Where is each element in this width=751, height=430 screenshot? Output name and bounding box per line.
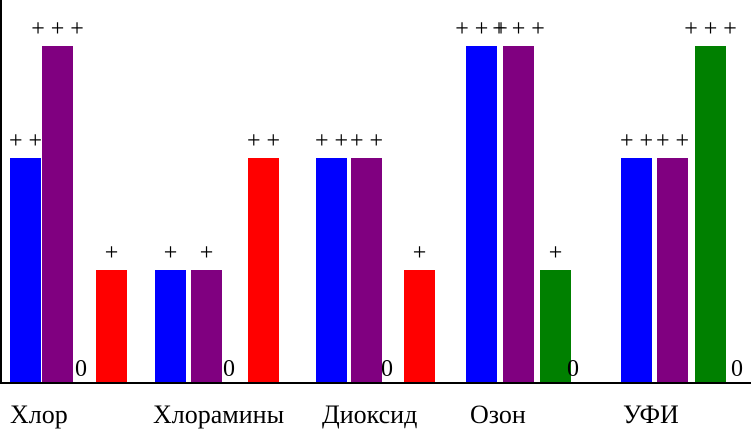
bar-5-3 <box>695 46 726 382</box>
zero-label-3: 0 <box>381 356 393 382</box>
value-label-4-3: + <box>549 240 563 266</box>
bar-3-3 <box>404 270 435 382</box>
bar-4-1 <box>466 46 497 382</box>
bar-2-1 <box>155 270 186 382</box>
zero-label-5: 0 <box>731 356 743 382</box>
zero-label-4: 0 <box>567 356 579 382</box>
value-labels-layer: + ++ + ++ + ++ + + + + +++ + ++ + +++ + + ++… <box>9 16 737 266</box>
value-label-2-1: + <box>164 240 178 266</box>
bar-2-2 <box>191 270 222 382</box>
bar-3-2 <box>351 158 382 382</box>
bars-layer <box>10 46 726 382</box>
bar-5-1 <box>621 158 652 382</box>
bar-4-2 <box>503 46 534 382</box>
value-label-5-3: + + + <box>684 16 737 42</box>
bar-4-3 <box>540 270 571 382</box>
bar-1-3 <box>96 270 127 382</box>
value-label-1-1: + + <box>9 128 42 154</box>
value-label-1-2: + + + <box>31 16 84 42</box>
bar-1-1 <box>10 158 41 382</box>
value-label-5-2: + + <box>656 128 689 154</box>
bar-3-1 <box>316 158 347 382</box>
category-label-3: Диоксид <box>322 400 417 429</box>
category-label-2: Хлорамины <box>153 400 284 429</box>
value-label-4-2: + + + <box>492 16 545 42</box>
value-label-4-1: + + + <box>455 16 508 42</box>
bar-2-3 <box>248 158 279 382</box>
category-label-4: Озон <box>470 400 526 429</box>
category-labels-layer: Хлор Хлорамины Диоксид Озон УФИ <box>10 400 679 429</box>
zero-label-2: 0 <box>223 356 235 382</box>
category-label-1: Хлор <box>10 400 68 429</box>
value-label-1-3: + <box>105 240 119 266</box>
value-label-2-3: + + <box>247 128 280 154</box>
value-label-5-1: + + <box>620 128 653 154</box>
value-label-3-3: + <box>413 240 427 266</box>
bar-1-2 <box>42 46 73 382</box>
category-label-5: УФИ <box>623 400 679 429</box>
value-label-3-2: + + <box>350 128 383 154</box>
zero-labels-layer: 0 0 0 0 0 <box>75 356 743 382</box>
value-label-2-2: + <box>200 240 214 266</box>
bar-5-2 <box>657 158 688 382</box>
zero-label-1: 0 <box>75 356 87 382</box>
value-label-3-1: + + <box>315 128 348 154</box>
